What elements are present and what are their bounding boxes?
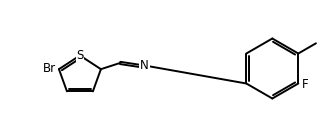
Text: F: F (302, 78, 308, 91)
Text: S: S (76, 49, 84, 62)
Text: Br: Br (42, 62, 56, 75)
Text: N: N (140, 59, 149, 72)
